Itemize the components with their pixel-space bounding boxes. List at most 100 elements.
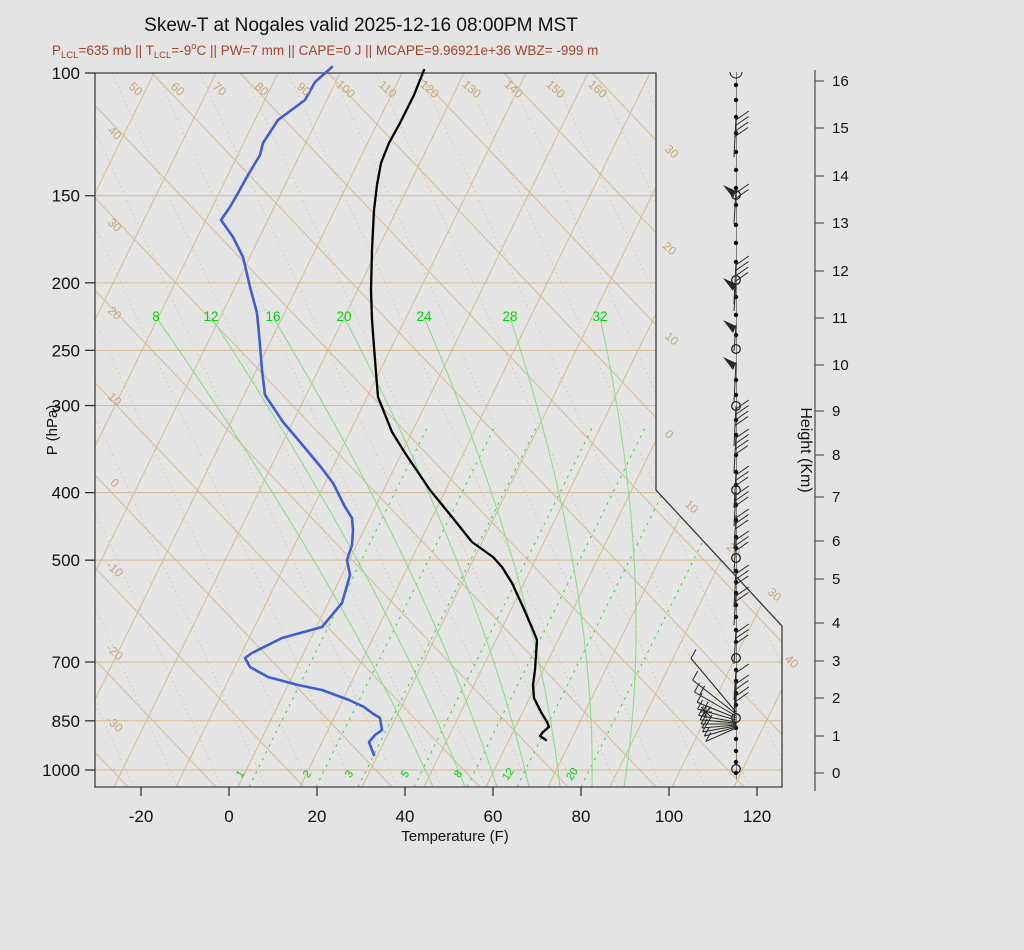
grid-label: 60 bbox=[168, 79, 188, 99]
wind-level-dot bbox=[733, 97, 739, 103]
mixing-ratio-line bbox=[357, 427, 537, 787]
grid-label: 100 bbox=[334, 77, 358, 101]
grid-lines bbox=[0, 73, 1024, 787]
dry-adiabat-line bbox=[95, 73, 745, 787]
dry-adiabat-line bbox=[95, 73, 393, 787]
grid-label: 3 bbox=[343, 768, 356, 780]
height-tick-label: 10 bbox=[832, 357, 849, 374]
dry-adiabat-line bbox=[299, 73, 651, 787]
grid-label: 130 bbox=[460, 77, 484, 101]
height-tick-label: 14 bbox=[832, 168, 849, 185]
dry-adiabat-line bbox=[95, 73, 155, 787]
calm-wind-circle bbox=[731, 653, 741, 663]
grid-label: 10 bbox=[682, 497, 702, 517]
dry-adiabat-line bbox=[361, 73, 713, 787]
wind-barb bbox=[733, 508, 750, 550]
pressure-tick-label: 300 bbox=[52, 397, 80, 416]
wind-level-dot bbox=[733, 222, 739, 228]
wind-flag bbox=[723, 357, 736, 370]
dry-adiabat-line bbox=[95, 73, 341, 787]
dry-adiabat-line bbox=[0, 73, 30, 787]
wind-barb bbox=[733, 674, 750, 714]
wind-top-hook bbox=[729, 71, 743, 79]
wind-barb bbox=[723, 357, 737, 403]
wind-barb bbox=[723, 278, 737, 312]
wind-level-dot bbox=[733, 736, 739, 742]
temperature-tick-label: 60 bbox=[484, 807, 503, 826]
grid-label: 8 bbox=[452, 768, 465, 780]
wind-flag bbox=[723, 185, 736, 198]
dry-adiabat-line bbox=[95, 73, 217, 787]
wind-barb bbox=[733, 465, 750, 509]
grid-label: 150 bbox=[544, 77, 568, 101]
height-tick-label: 16 bbox=[832, 73, 849, 90]
dry-adiabat-line bbox=[239, 73, 782, 787]
calm-wind-circle bbox=[731, 764, 741, 774]
wind-level-dot bbox=[733, 167, 739, 173]
subtitle-segment: C || PW=7 mm || CAPE=0 J || MCAPE=9.9692… bbox=[196, 43, 599, 58]
mixing-ratio-line bbox=[580, 427, 760, 787]
dry-adiabat-line bbox=[95, 73, 305, 787]
pressure-tick-label: 250 bbox=[52, 341, 80, 360]
pressure-axis-title: P (hPa) bbox=[44, 405, 61, 456]
grid-label: 5 bbox=[399, 768, 412, 780]
grid-label: 90 bbox=[294, 79, 314, 99]
height-tick-label: 11 bbox=[832, 310, 848, 327]
isotherm-line bbox=[111, 73, 443, 787]
wind-level-dot bbox=[733, 240, 739, 246]
moist-adiabat-line bbox=[599, 316, 637, 787]
wind-level-dot bbox=[733, 185, 739, 191]
temperature-tick-label: 80 bbox=[572, 807, 591, 826]
isotherm-line bbox=[155, 73, 487, 787]
wind-barb bbox=[733, 255, 750, 305]
grid-label: 30 bbox=[105, 215, 125, 235]
moist-adiabat-line bbox=[509, 316, 593, 787]
grid-label: 32 bbox=[592, 309, 607, 324]
dry-adiabat-line bbox=[415, 73, 782, 787]
pressure-tick-label: 400 bbox=[52, 484, 80, 503]
height-tick-label: 2 bbox=[832, 690, 840, 707]
subtitle-segment: P bbox=[52, 43, 62, 58]
pressure-tick-label: 1000 bbox=[42, 761, 80, 780]
mixing-ratio-line bbox=[315, 427, 495, 787]
wind-level-dot bbox=[733, 82, 739, 88]
height-tick-label: 6 bbox=[832, 533, 840, 550]
dry-adiabat-line bbox=[95, 73, 403, 787]
isotherm-line bbox=[419, 73, 751, 787]
wind-barb bbox=[733, 399, 750, 447]
isotherm-line bbox=[95, 73, 399, 787]
dry-adiabat-line bbox=[733, 73, 782, 787]
wind-barb-cluster bbox=[690, 649, 737, 742]
wind-level-dot bbox=[733, 377, 739, 383]
grid-label: -30 bbox=[104, 713, 126, 735]
dry-adiabat-line bbox=[175, 73, 527, 787]
isotherm-line bbox=[243, 73, 575, 787]
isotherm-line bbox=[0, 73, 2, 787]
height-tick-label: 12 bbox=[832, 263, 849, 280]
pressure-tick-label: 200 bbox=[52, 274, 80, 293]
height-tick-label: 4 bbox=[832, 615, 840, 632]
isotherm-line bbox=[95, 73, 223, 787]
isotherm-line bbox=[0, 73, 46, 787]
temperature-tick-label: 0 bbox=[224, 807, 233, 826]
grid-label: 28 bbox=[502, 309, 517, 324]
grid-label: 40 bbox=[782, 652, 802, 672]
grid-label: 10 bbox=[662, 329, 682, 349]
grid-label: 160 bbox=[586, 77, 610, 101]
wind-flag bbox=[723, 320, 736, 333]
height-tick-label: 1 bbox=[832, 728, 840, 745]
dewpoint-trace bbox=[219, 65, 384, 757]
grid-label: -20 bbox=[104, 641, 126, 663]
wind-level-dot bbox=[733, 332, 739, 338]
plot-border bbox=[94, 72, 783, 788]
isotherm-line bbox=[95, 73, 267, 787]
temperature-tick-label: -20 bbox=[129, 807, 154, 826]
dry-adiabat-line bbox=[95, 73, 481, 787]
moist-adiabat-line bbox=[343, 316, 530, 787]
dry-adiabat-line bbox=[796, 73, 1024, 787]
grid-label: -10 bbox=[104, 558, 126, 580]
mixing-ratio-line bbox=[516, 427, 696, 787]
grid-label: 20 bbox=[564, 766, 581, 783]
